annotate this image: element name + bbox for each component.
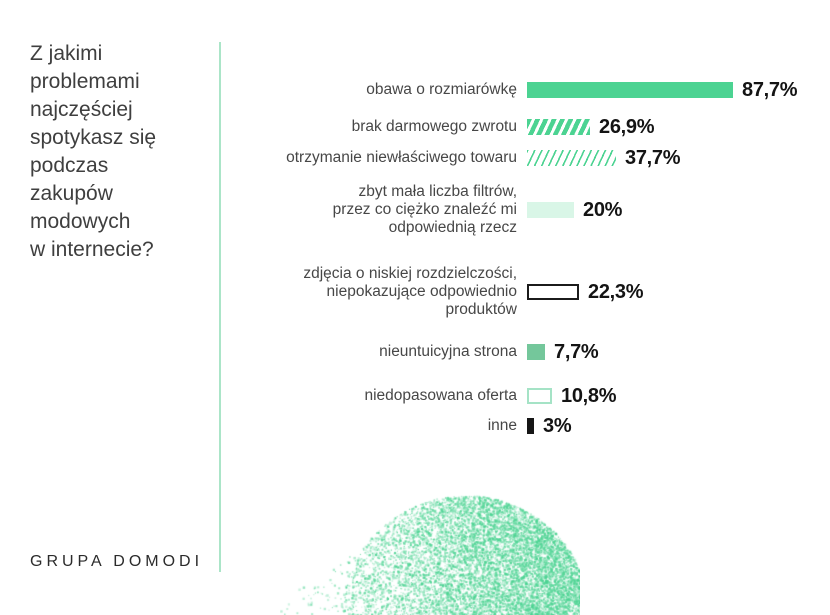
value-label: 10,8% bbox=[561, 384, 617, 407]
dots-decoration bbox=[280, 483, 580, 615]
chart-row: inne 3% bbox=[0, 415, 830, 437]
bar bbox=[527, 388, 552, 404]
chart-row: nieuntuicyjna strona 7,7% bbox=[0, 341, 830, 363]
chart-row: niedopasowana oferta 10,8% bbox=[0, 385, 830, 407]
value-label: 20% bbox=[583, 198, 623, 221]
bar-label: brak darmowego zwrotu bbox=[351, 118, 517, 135]
value-label: 26,9% bbox=[599, 115, 655, 138]
value-label: 22,3% bbox=[588, 280, 644, 303]
bar bbox=[527, 284, 579, 300]
bar-label: obawa o rozmiarówkę bbox=[366, 81, 517, 98]
brand-footer: GRUPA DOMODI bbox=[30, 553, 204, 570]
value-label: 37,7% bbox=[625, 146, 681, 169]
survey-question: Z jakimi problemami najczęściej spotykas… bbox=[30, 42, 157, 261]
bar-label: zdjęcia o niskiej rozdzielczości, niepok… bbox=[303, 265, 517, 318]
value-label: 87,7% bbox=[742, 78, 798, 101]
bar bbox=[527, 344, 545, 360]
bar-label: inne bbox=[487, 417, 517, 434]
vertical-divider bbox=[219, 42, 221, 572]
bar-chart: obawa o rozmiarówkę 87,7% brak darmowego… bbox=[0, 79, 830, 437]
bar bbox=[527, 119, 590, 135]
bar bbox=[527, 202, 574, 218]
value-label: 3% bbox=[543, 414, 572, 437]
bar bbox=[527, 82, 733, 98]
chart-row: zdjęcia o niskiej rozdzielczości, niepok… bbox=[0, 265, 830, 318]
bar-label: nieuntuicyjna strona bbox=[379, 343, 517, 360]
chart-row: zbyt mała liczba filtrów, przez co ciężk… bbox=[0, 183, 830, 236]
bar bbox=[527, 150, 616, 166]
bar-label: otrzymanie niewłaściwego towaru bbox=[286, 149, 517, 166]
bar-label: zbyt mała liczba filtrów, przez co ciężk… bbox=[332, 183, 517, 236]
bar bbox=[527, 418, 534, 434]
chart-row: obawa o rozmiarówkę 87,7% bbox=[0, 79, 830, 101]
chart-row: brak darmowego zwrotu 26,9% bbox=[0, 116, 830, 138]
bar-label: niedopasowana oferta bbox=[364, 387, 517, 404]
chart-row: otrzymanie niewłaściwego towaru 37,7% bbox=[0, 147, 830, 169]
value-label: 7,7% bbox=[554, 340, 599, 363]
